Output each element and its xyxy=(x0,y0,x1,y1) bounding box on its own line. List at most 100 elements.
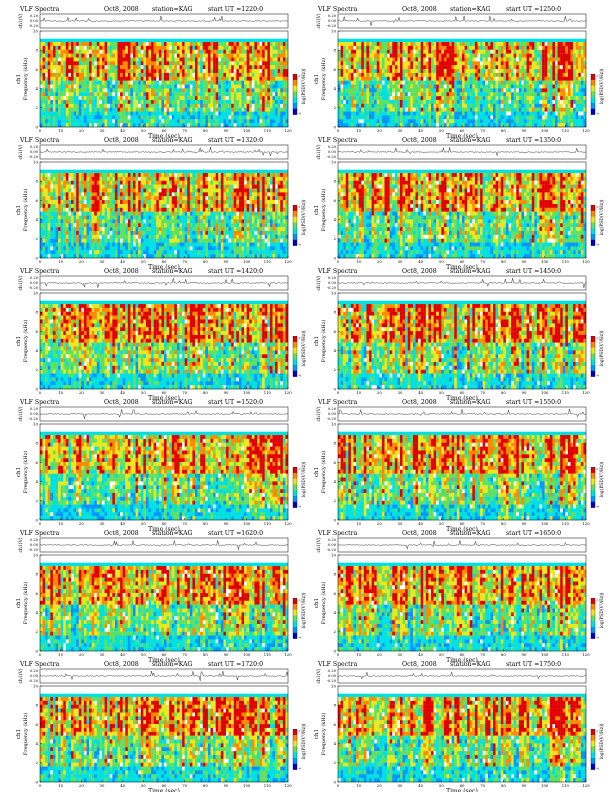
spectrogram-cell xyxy=(207,53,211,58)
spectrogram-cell xyxy=(96,200,100,205)
spectrogram-cell xyxy=(122,111,126,116)
spectrogram-cell xyxy=(83,115,87,120)
waveform-tick-label: 0.00 xyxy=(30,19,39,23)
spectrogram-cell xyxy=(184,84,188,89)
spectrogram-cell xyxy=(350,84,354,89)
spectrogram-cell xyxy=(76,192,79,197)
spectrogram-cell xyxy=(513,57,517,62)
spectrogram-cell xyxy=(580,115,584,120)
spectrogram-cell xyxy=(508,99,512,104)
spectrogram-cell xyxy=(272,57,276,62)
spectrogram-cell xyxy=(47,246,51,251)
spectrogram-cell xyxy=(477,80,481,85)
spectrogram-cell xyxy=(55,180,59,185)
spectrogram-cell xyxy=(94,173,97,178)
spectrogram-cell xyxy=(443,92,447,97)
spectrogram-cell xyxy=(539,80,543,85)
spectrogram-cell xyxy=(269,61,273,66)
spectrogram-cell xyxy=(371,84,375,89)
spectrogram-cell xyxy=(376,88,380,93)
spectrogram-cell xyxy=(213,99,216,104)
spectrogram-cell xyxy=(361,76,364,81)
spectrogram-cell xyxy=(443,103,447,108)
spectrogram-cell xyxy=(405,103,408,108)
spectrogram-cell xyxy=(68,53,72,58)
spectrogram-cell xyxy=(575,123,579,128)
spectrogram-cell xyxy=(425,119,429,124)
spectrogram-cell xyxy=(350,111,354,116)
spectrogram-cell xyxy=(498,61,501,66)
spectrogram-cell xyxy=(392,88,395,93)
panel-title: VLF Spectra xyxy=(318,6,357,13)
spectrogram-cell xyxy=(387,115,390,120)
spectrogram-cell xyxy=(570,123,574,128)
spectrogram-cell xyxy=(560,111,563,116)
spectrogram-cell xyxy=(42,69,46,74)
spectrogram-cell xyxy=(490,80,494,85)
spectrogram-cell xyxy=(249,76,252,81)
spectrogram-cell xyxy=(467,76,470,81)
spectrogram-cell xyxy=(238,88,242,93)
spectrogram-cell xyxy=(42,227,46,232)
spectrogram-cell xyxy=(358,96,362,101)
spectrogram-cell xyxy=(130,80,134,85)
spectrogram-cell xyxy=(348,107,352,112)
spectrogram-cell xyxy=(467,123,470,128)
spectrogram-cell xyxy=(195,107,198,112)
spectrogram-cell xyxy=(363,49,367,54)
spectrogram-xtick-label: 100 xyxy=(541,128,549,133)
spectrogram-cell xyxy=(130,61,134,66)
spectrogram-cell xyxy=(109,76,113,81)
spectrogram-ytick-label: 0 xyxy=(333,124,336,129)
spectrogram-cell xyxy=(104,184,108,189)
spectrogram-cell xyxy=(86,57,90,62)
spectrogram-cell xyxy=(487,99,491,104)
spectrogram-cell xyxy=(83,200,87,205)
spectrogram-cell xyxy=(65,123,69,128)
spectrogram-cell xyxy=(231,80,234,85)
spectrogram-cell xyxy=(125,99,128,104)
spectrogram-cell xyxy=(233,69,237,74)
spectrogram-cell xyxy=(371,65,375,70)
spectrogram-cell xyxy=(195,69,198,74)
spectrogram-cell xyxy=(207,76,211,81)
spectrogram-cell xyxy=(76,69,79,74)
spectrogram-cell xyxy=(387,72,390,77)
spectrogram-cell xyxy=(226,88,229,93)
spectrogram-cell xyxy=(549,96,553,101)
spectrogram-cell xyxy=(228,45,232,50)
spectrogram-cell xyxy=(127,49,131,54)
spectrogram-cell xyxy=(356,49,359,54)
spectrogram-cell xyxy=(562,107,566,112)
spectrogram-cell xyxy=(55,234,59,239)
spectrogram-cell xyxy=(282,115,286,120)
spectrogram-cell xyxy=(169,49,172,54)
spectrogram-cell xyxy=(55,57,59,62)
spectrogram-cell xyxy=(472,99,476,104)
spectrogram-cell xyxy=(485,49,488,54)
spectrogram-cell xyxy=(145,42,149,47)
spectrogram-cell xyxy=(174,69,178,74)
spectrogram-cell xyxy=(418,80,421,85)
spectrogram-cell xyxy=(249,107,252,112)
spectrogram-cell xyxy=(542,103,545,108)
spectrogram-cell xyxy=(493,65,496,70)
spectrogram-cell xyxy=(153,57,157,62)
spectrogram-cell xyxy=(55,173,59,178)
spectrogram-cell xyxy=(65,65,69,70)
spectrogram-cell xyxy=(531,84,535,89)
spectrogram-cell xyxy=(449,107,452,112)
spectrogram-cell xyxy=(259,84,263,89)
spectrogram-cell xyxy=(366,49,370,54)
spectrogram-cell xyxy=(474,88,478,93)
spectrogram-cell xyxy=(262,45,265,50)
spectrogram-cell xyxy=(555,57,558,62)
spectrogram-cell xyxy=(107,223,110,228)
spectrogram-cell xyxy=(542,88,545,93)
spectrogram-cell xyxy=(244,69,247,74)
spectrogram-cell xyxy=(267,69,271,74)
spectrogram-cell xyxy=(231,49,234,54)
spectrogram-cell xyxy=(249,57,252,62)
spectrogram-cell xyxy=(148,111,152,116)
spectrogram-cell xyxy=(264,57,268,62)
